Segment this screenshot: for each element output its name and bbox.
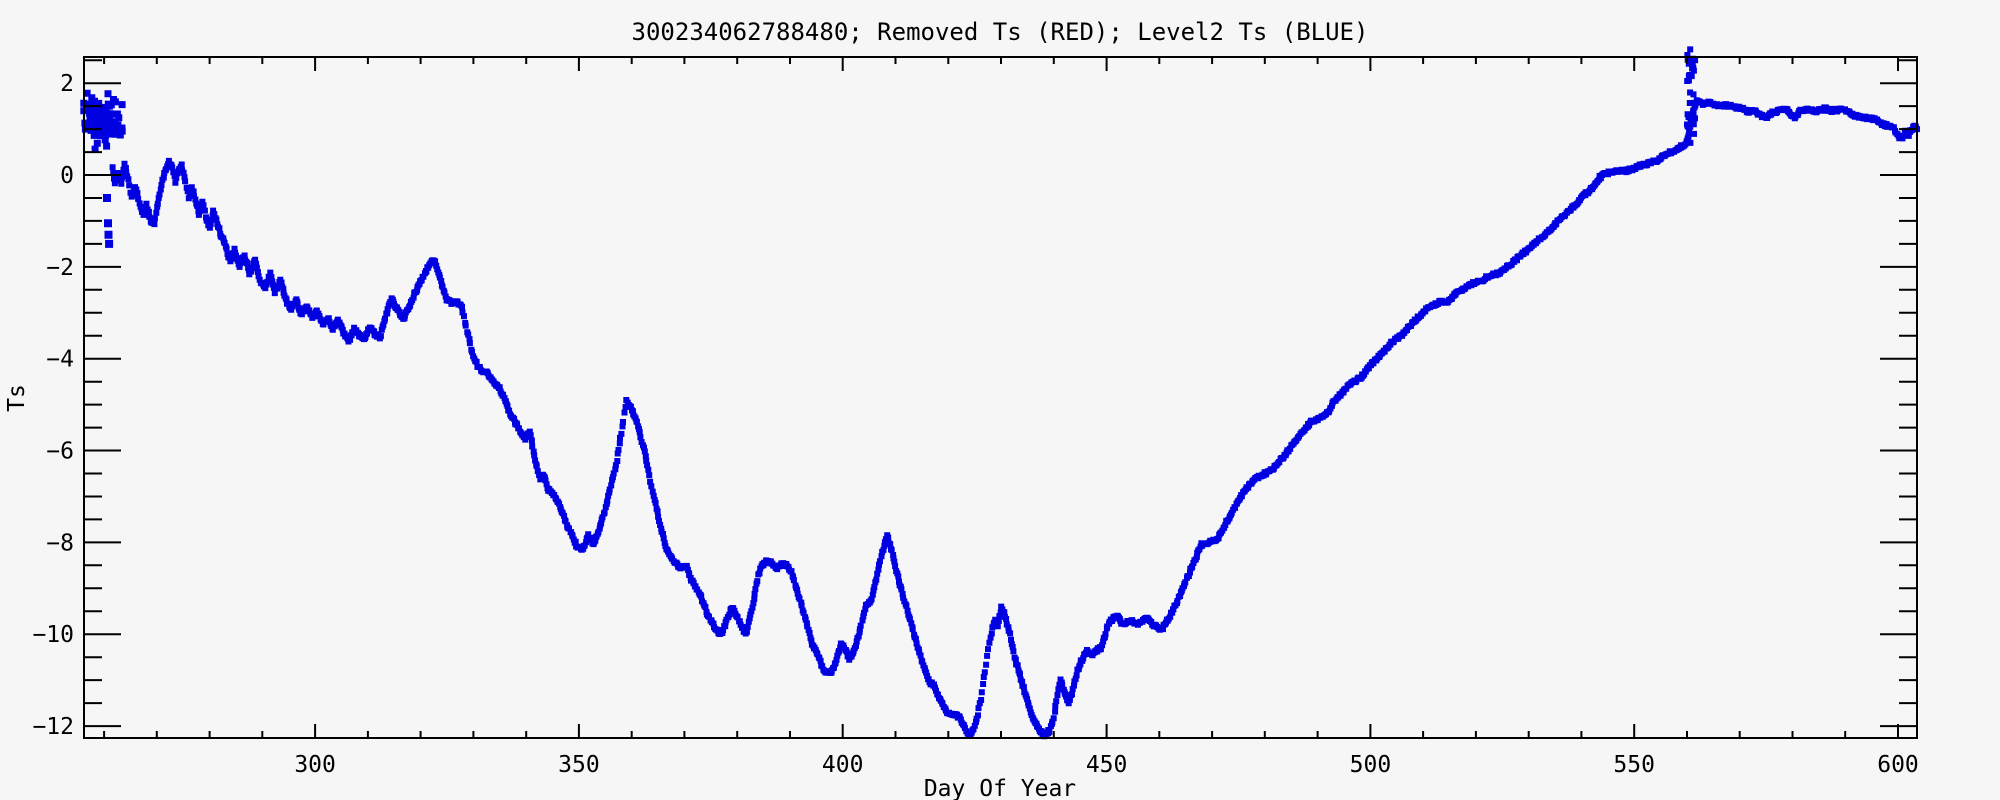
y-tick-label: −10: [32, 622, 74, 648]
x-axis-label: Day Of Year: [924, 776, 1076, 800]
y-tick-label: −12: [32, 714, 74, 740]
y-tick-label: −8: [46, 530, 74, 556]
y-tick-label: 2: [60, 71, 74, 97]
x-tick-label: 550: [1613, 752, 1655, 778]
y-tick-label: −6: [46, 439, 74, 465]
x-tick-label: 450: [1086, 752, 1128, 778]
x-tick-label: 500: [1350, 752, 1392, 778]
labels-layer: 300234062788480; Removed Ts (RED); Level…: [4, 18, 1919, 800]
y-axis-label: Ts: [4, 384, 30, 412]
y-tick-label: 0: [60, 163, 74, 189]
x-tick-label: 600: [1877, 752, 1919, 778]
x-tick-label: 400: [822, 752, 864, 778]
axes-layer: [83, 56, 1918, 739]
x-tick-label: 350: [558, 752, 600, 778]
y-tick-label: −2: [46, 255, 74, 281]
plot-title: 300234062788480; Removed Ts (RED); Level…: [632, 18, 1369, 46]
x-tick-label: 300: [294, 752, 336, 778]
data-points-layer: [80, 46, 1920, 740]
level2-ts-data-points: [80, 46, 1920, 740]
y-tick-label: −4: [46, 347, 74, 373]
